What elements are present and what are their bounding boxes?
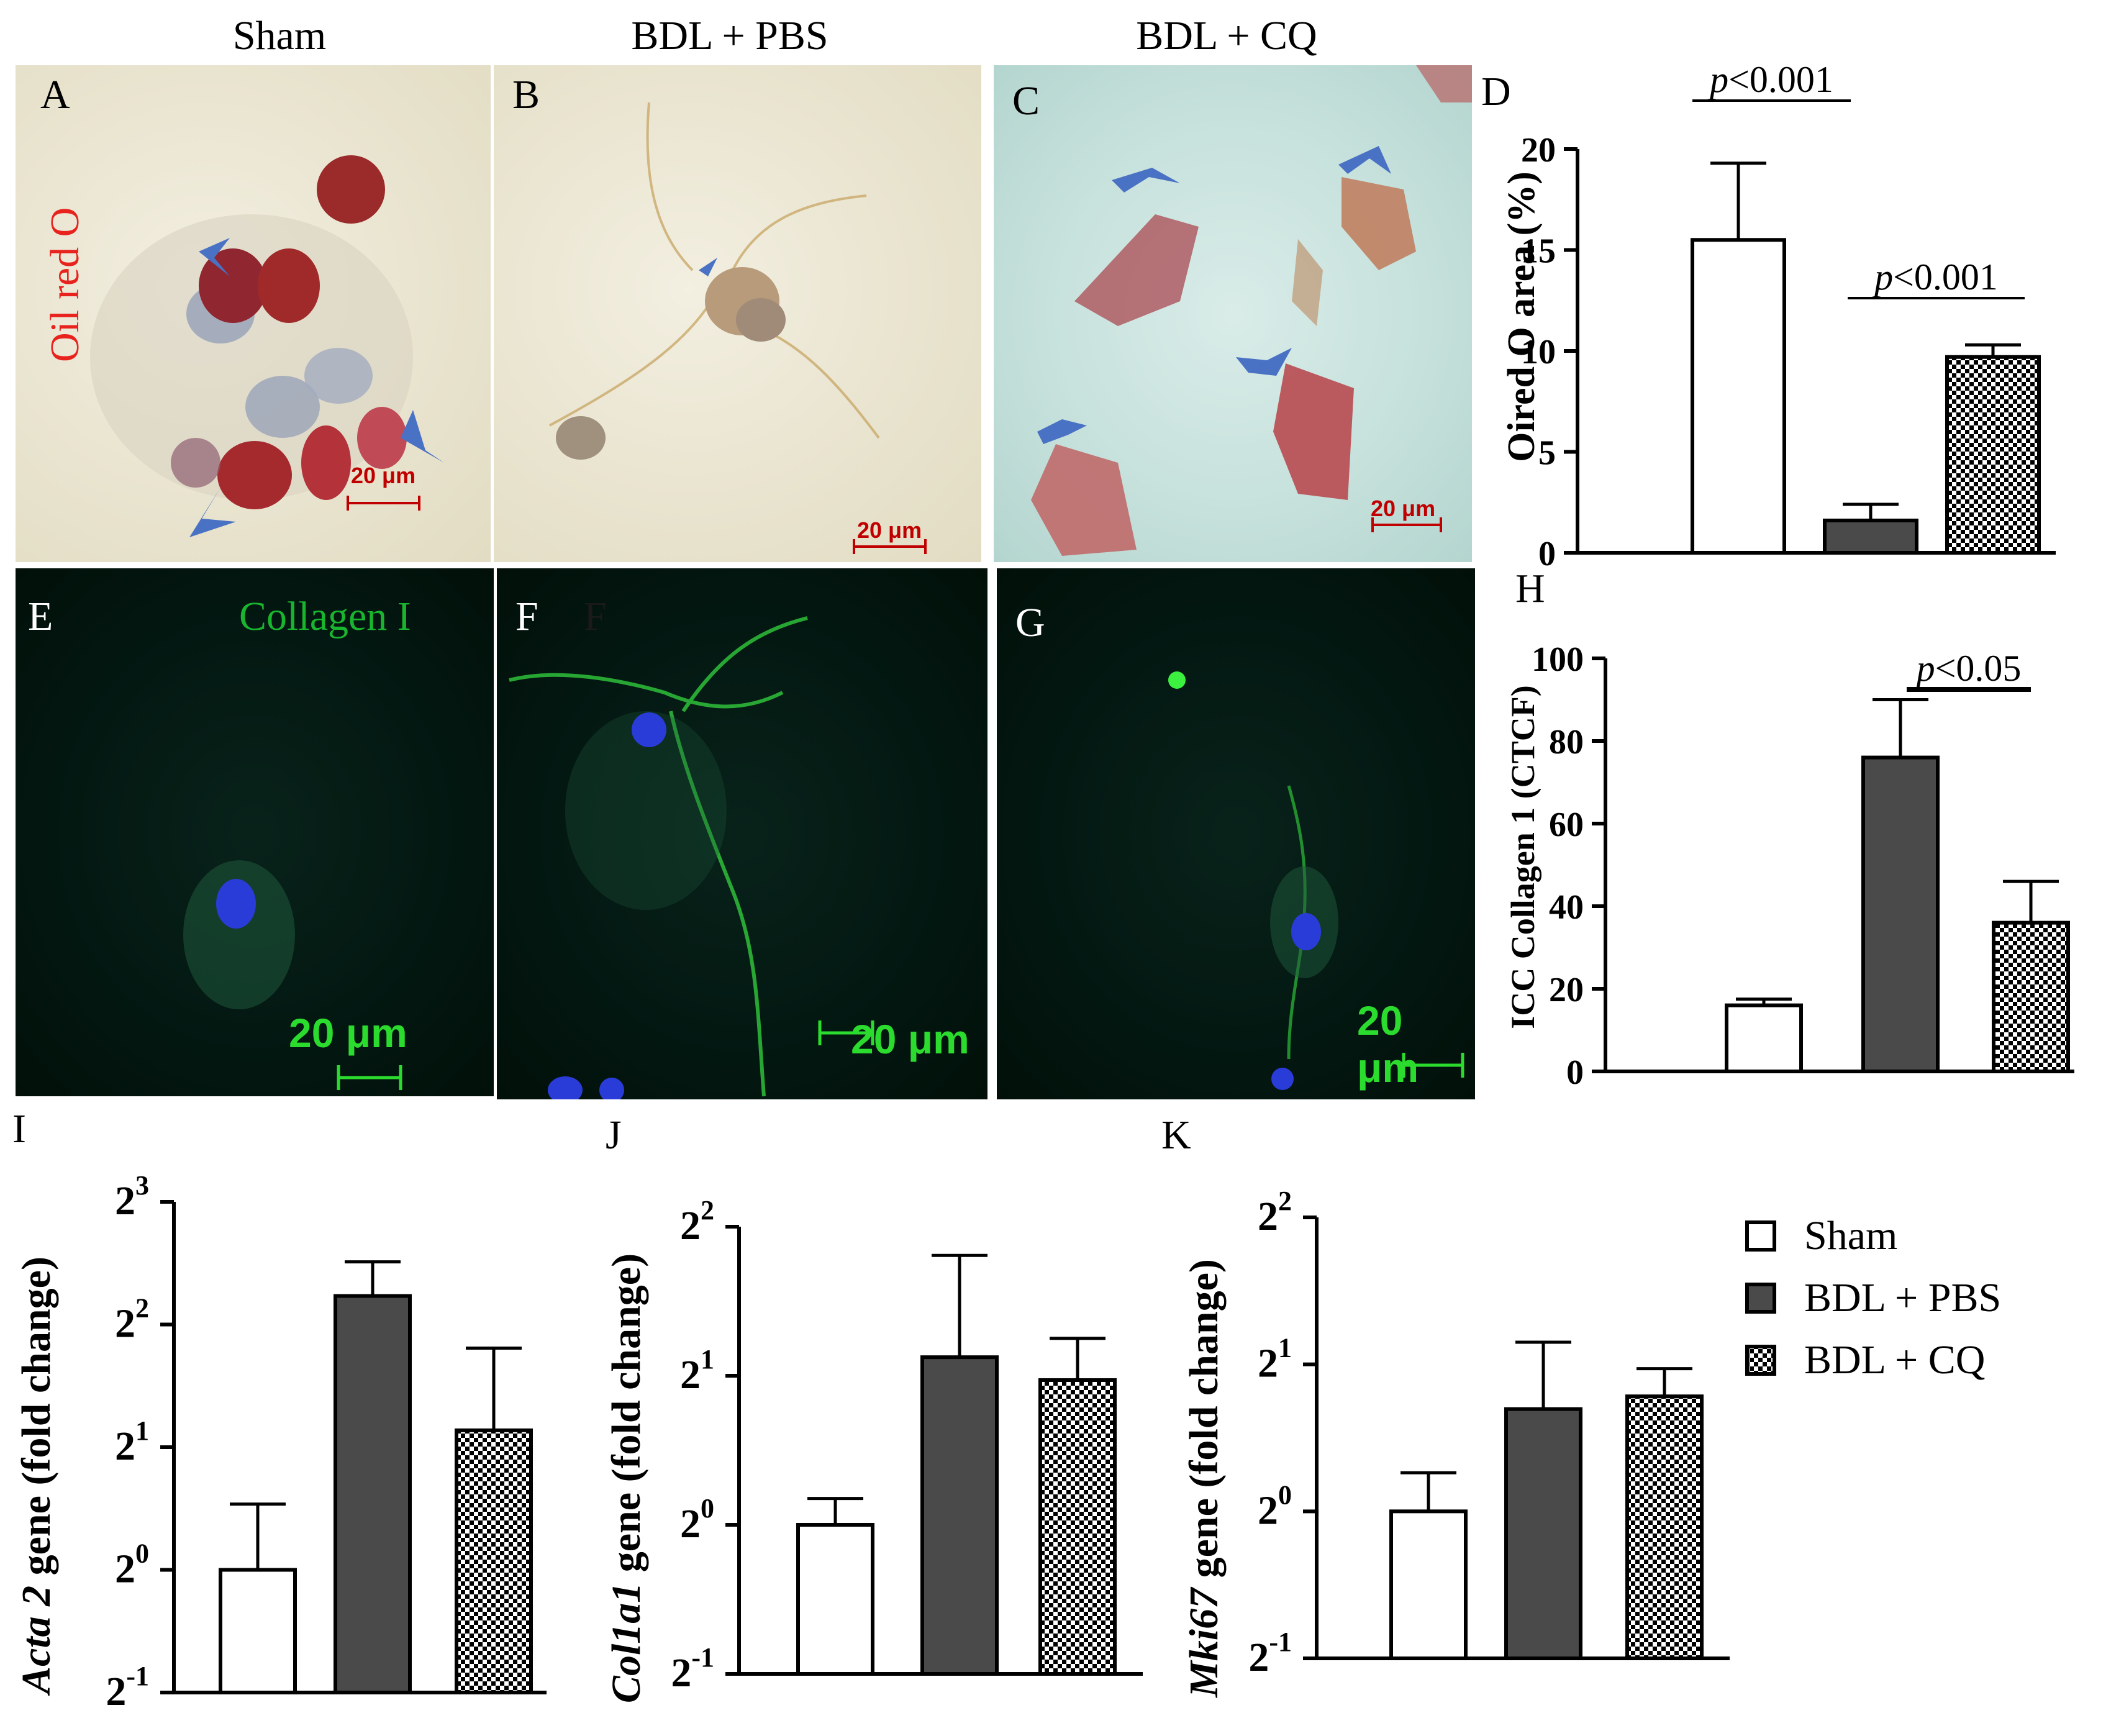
panel-letter-g: G — [1015, 600, 1045, 645]
micrograph-f-bdl-pbs-collagen: F F 20 μm — [497, 568, 987, 1099]
significance-label: p<0.001 — [1872, 257, 1998, 298]
y-tick-label: 22 — [1258, 1186, 1292, 1239]
y-tick-label: 21 — [115, 1416, 149, 1469]
legend-item-bdl-cq: BDL + CQ — [1745, 1332, 1985, 1388]
scale-bar-label-e: 20 μm — [289, 1010, 407, 1056]
scale-bar-label-g: 20 μm — [1357, 998, 1419, 1091]
y-tick-label: 22 — [680, 1195, 714, 1248]
y-axis-label: ICC Collagen 1 (CTCF) — [1504, 685, 1541, 1029]
bar-bdl-pbs — [920, 1355, 999, 1676]
micrograph-b-bdl-pbs-oil-red: B 20 μm — [494, 65, 981, 562]
y-tick-label: 20 — [115, 1538, 149, 1592]
scale-bar-label-f: 20 μm — [851, 1016, 969, 1062]
column-title-bdl-cq: BDL + CQ — [1136, 13, 1317, 58]
bar-bdl-pbs — [334, 1294, 412, 1694]
panel-letter-f: F — [515, 594, 538, 639]
bar-sham — [219, 1568, 297, 1694]
chart-d-oil-red-area: 0 5 10 15 20 p<0.001 p<0.001 Oired O area (%) — [1500, 59, 2056, 571]
panel-letter-i: I — [12, 1106, 26, 1152]
micrograph-c-bdl-cq-oil-red: C 20 μm — [994, 65, 1472, 562]
micrograph-g-bdl-cq-collagen: G 20 μm — [997, 568, 1475, 1099]
y-tick-label: 40 — [1549, 888, 1584, 927]
y-axis-label: Oired O area (%) — [1500, 171, 1543, 462]
stain-label-collagen: Collagen I — [239, 594, 411, 639]
y-tick-label: 80 — [1549, 723, 1584, 761]
micrograph-g-image — [1168, 671, 1464, 1090]
y-axis-label: Mki67 gene (fold change) — [1181, 1259, 1227, 1698]
bar-sham — [796, 1523, 874, 1676]
bar-bdl-cq — [1625, 1394, 1704, 1660]
y-tick-label: 60 — [1549, 806, 1584, 844]
panel-letter-f-duplicate: F — [584, 594, 607, 639]
micrograph-e-sham-collagen: E Collagen I 20 μm — [16, 568, 494, 1096]
y-tick-label: 22 — [115, 1293, 149, 1347]
panel-letter-a: A — [40, 72, 70, 117]
y-axis-label: Acta 2 gene (fold change) — [14, 1257, 59, 1696]
y-tick-label: 20 — [680, 1493, 714, 1547]
y-tick-label: 15 — [1521, 232, 1556, 271]
y-tick-label: 20 — [1549, 971, 1584, 1009]
y-tick-label: 21 — [1258, 1333, 1292, 1386]
y-tick-label: 100 — [1532, 640, 1584, 679]
column-title-bdl-pbs: BDL + PBS — [631, 13, 829, 58]
bar-sham — [1725, 1003, 1803, 1073]
y-tick-label: 0 — [1538, 535, 1556, 571]
legend-item-bdl-pbs: BDL + PBS — [1745, 1270, 2001, 1326]
y-tick-label: 23 — [115, 1170, 149, 1224]
y-tick-label: 2-1 — [1248, 1627, 1292, 1680]
significance-label: p<0.001 — [1707, 59, 1833, 100]
legend-label-bdl-pbs: BDL + PBS — [1804, 1275, 2002, 1320]
bar-bdl-pbs — [1823, 519, 1918, 555]
legend: Sham BDL + PBS BDL + CQ — [1745, 1208, 2093, 1413]
y-tick-label: 20 — [1521, 131, 1556, 170]
legend-label-sham: Sham — [1804, 1213, 1898, 1258]
panel-letter-h: H — [1515, 566, 1545, 611]
micrograph-f-image — [509, 616, 874, 1099]
legend-label-bdl-cq: BDL + CQ — [1804, 1337, 1986, 1383]
chart-k-mki67: 2-1 20 21 22 Mki67 gene (fold change) — [1181, 1186, 1730, 1698]
chart-h-collagen-ctcf: 0 20 40 60 80 100 p<0.05 ICC Collagen 1 (CTCF) — [1504, 640, 2074, 1092]
y-tick-label: 10 — [1521, 333, 1556, 371]
panel-letter-c: C — [1012, 78, 1040, 124]
bar-sham — [1389, 1509, 1468, 1660]
y-tick-label: 21 — [680, 1344, 714, 1397]
scale-bar-label-c: 20 μm — [1371, 496, 1436, 521]
y-tick-label: 2-1 — [106, 1661, 149, 1714]
panel-letter-k: K — [1161, 1112, 1191, 1158]
bar-bdl-pbs — [1504, 1407, 1582, 1660]
chart-j-col1a1: 2-1 20 21 22 Col1a1 gene (fold change) — [604, 1195, 1143, 1703]
bar-sham — [1691, 238, 1786, 555]
significance-label: p<0.05 — [1914, 648, 2022, 689]
micrograph-e-image — [183, 860, 402, 1090]
y-tick-label: 20 — [1258, 1479, 1292, 1533]
bar-bdl-cq — [1945, 355, 2041, 555]
micrograph-c-image — [1031, 65, 1472, 556]
panel-letter-b: B — [512, 72, 540, 117]
y-tick-label: 2-1 — [671, 1642, 714, 1696]
legend-item-sham: Sham — [1745, 1208, 1897, 1264]
legend-swatch-bdl-pbs — [1745, 1283, 1776, 1314]
bar-bdl-cq — [455, 1428, 533, 1695]
y-tick-label: 0 — [1566, 1053, 1584, 1092]
scale-bar-label-a: 20 μm — [351, 463, 416, 488]
chart-i-acta2: 2-1 20 21 22 23 Acta 2 gene (fold change) — [14, 1170, 547, 1714]
stain-label-oil-red-o: Oil red O — [42, 207, 88, 362]
panel-letter-j: J — [606, 1112, 622, 1158]
column-title-sham: Sham — [232, 13, 327, 58]
panel-letter-d: D — [1481, 69, 1511, 114]
y-tick-label: 5 — [1538, 434, 1556, 473]
micrograph-a-image — [90, 155, 444, 537]
bar-bdl-pbs — [1861, 755, 1940, 1073]
scale-bar-label-b: 20 μm — [857, 517, 922, 543]
y-axis-label: Col1a1 gene (fold change) — [604, 1253, 649, 1703]
legend-swatch-bdl-cq — [1745, 1345, 1776, 1376]
micrograph-b-image — [549, 102, 927, 554]
micrograph-a-sham-oil-red: A Oil red O 20 μm — [16, 65, 491, 562]
bar-bdl-cq — [1992, 920, 2070, 1073]
bar-bdl-cq — [1038, 1378, 1117, 1676]
legend-swatch-sham — [1745, 1220, 1776, 1252]
panel-letter-e: E — [28, 594, 53, 639]
